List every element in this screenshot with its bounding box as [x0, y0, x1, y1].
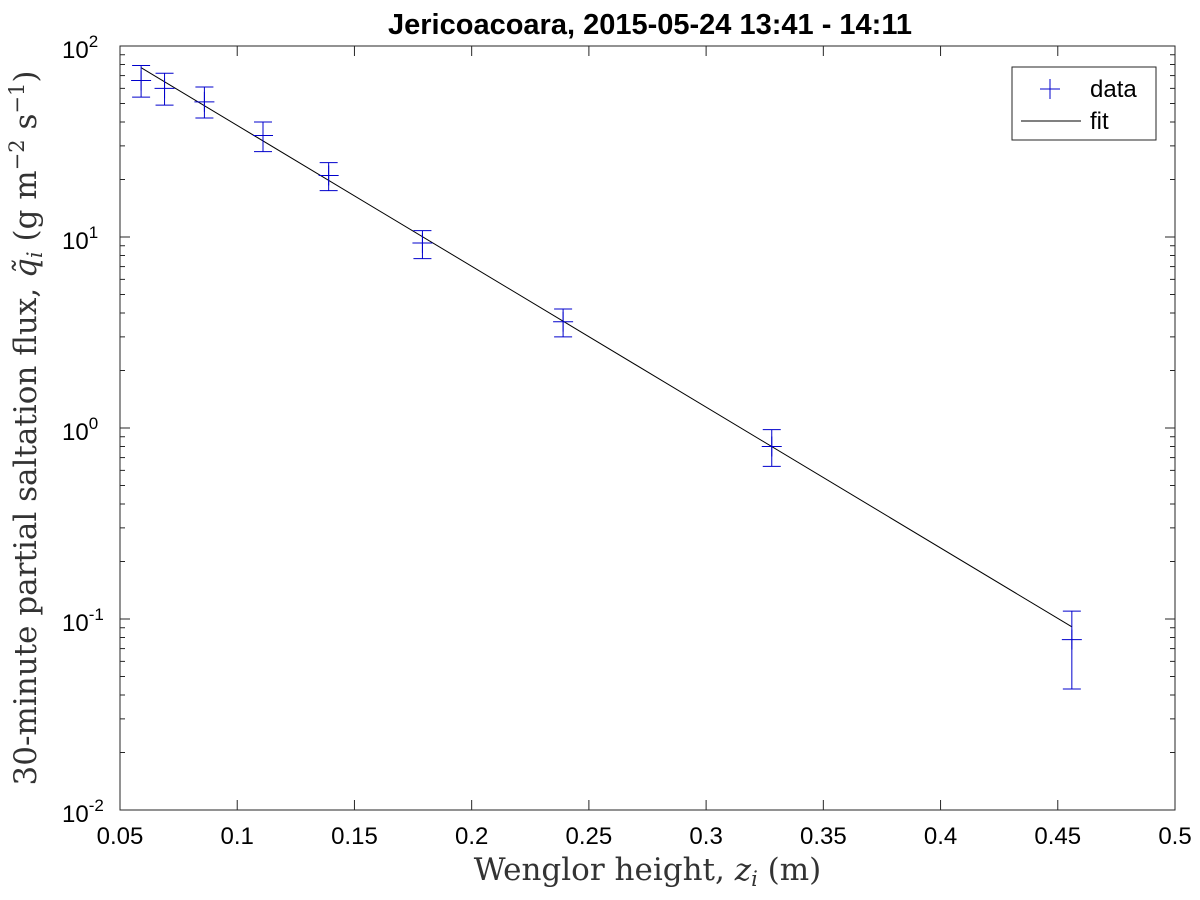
- legend: data fit: [1011, 66, 1157, 141]
- data-point: [553, 308, 574, 338]
- y-tick-label-exp: -2: [89, 796, 104, 815]
- y-tick-label: 10-2: [62, 796, 104, 828]
- fit-layer: [140, 67, 1073, 628]
- x-axis-label: Wenglor height, zi (m): [474, 852, 821, 891]
- legend-box: [1011, 66, 1157, 141]
- x-tick-label: 0.25: [566, 823, 613, 850]
- y-tick-label: 10-1: [62, 605, 104, 637]
- legend-label-fit: fit: [1090, 108, 1109, 135]
- y-tick-label-base: 10: [62, 610, 89, 637]
- y-tick-label-exp: 0: [89, 414, 98, 433]
- y-axis-label-sub: i: [23, 251, 47, 258]
- x-tick-label: 0.4: [924, 823, 957, 850]
- y-axis-label: 30-minute partial saltation flux, q̃i (g…: [5, 71, 47, 786]
- chart-title: Jericoacoara, 2015-05-24 13:41 - 14:11: [388, 9, 912, 41]
- fit-line: [140, 67, 1073, 628]
- x-axis-label-text: Wenglor height,: [474, 852, 735, 888]
- y-axis-label-exp-b: −1: [5, 83, 29, 114]
- data-point: [412, 230, 433, 260]
- y-axis-label-var: q̃: [8, 258, 44, 278]
- x-axis-label-var: z: [734, 852, 752, 888]
- data-point: [1061, 610, 1082, 690]
- x-tick-label: 0.3: [689, 823, 722, 850]
- y-tick-label-exp: 2: [89, 32, 98, 51]
- y-tick-label-exp: 1: [89, 223, 98, 242]
- y-axis-label-text: 30-minute partial saltation flux,: [8, 278, 44, 786]
- x-tick-label: 0.2: [455, 823, 488, 850]
- x-axis-label-unit: (m): [758, 852, 821, 888]
- legend-items: data fit: [1021, 76, 1137, 135]
- x-tick-label: 0.05: [97, 823, 144, 850]
- y-tick-label-base: 10: [62, 37, 89, 64]
- data-point: [194, 86, 215, 119]
- y-axis-label-unit-b: s: [8, 114, 44, 140]
- x-tick-label: 0.35: [800, 823, 847, 850]
- x-tick-label: 0.1: [221, 823, 254, 850]
- y-axis-label-unit-c: ): [8, 71, 44, 83]
- plot-area: 0.05 0.1 0.15 0.2 0.25 0.3 0.35 0.4 0.45 0.5 10-2…: [62, 32, 1192, 850]
- data-layer: [131, 65, 1082, 690]
- x-tick-label: 0.5: [1158, 823, 1191, 850]
- y-tick-label-exp: -1: [89, 605, 104, 624]
- y-axis-label-exp-a: −2: [5, 139, 29, 170]
- legend-label-data: data: [1090, 76, 1137, 103]
- data-point: [253, 121, 274, 153]
- y-tick-label-base: 10: [62, 801, 89, 828]
- x-axis-ticks: 0.05 0.1 0.15 0.2 0.25 0.3 0.35 0.4 0.45 0.5: [97, 46, 1192, 850]
- y-tick-label-base: 10: [62, 228, 89, 255]
- y-tick-label: 102: [62, 32, 98, 64]
- y-axis-label-unit-a: (g m: [8, 170, 44, 251]
- y-tick-label-base: 10: [62, 419, 89, 446]
- data-point: [154, 72, 175, 106]
- data-point: [761, 429, 782, 467]
- x-tick-label: 0.15: [331, 823, 378, 850]
- data-point: [131, 65, 152, 98]
- data-point: [318, 162, 339, 192]
- y-tick-label: 100: [62, 414, 98, 446]
- y-tick-label: 101: [62, 223, 98, 255]
- x-axis-label-sub: i: [751, 867, 758, 891]
- x-tick-label: 0.45: [1034, 823, 1081, 850]
